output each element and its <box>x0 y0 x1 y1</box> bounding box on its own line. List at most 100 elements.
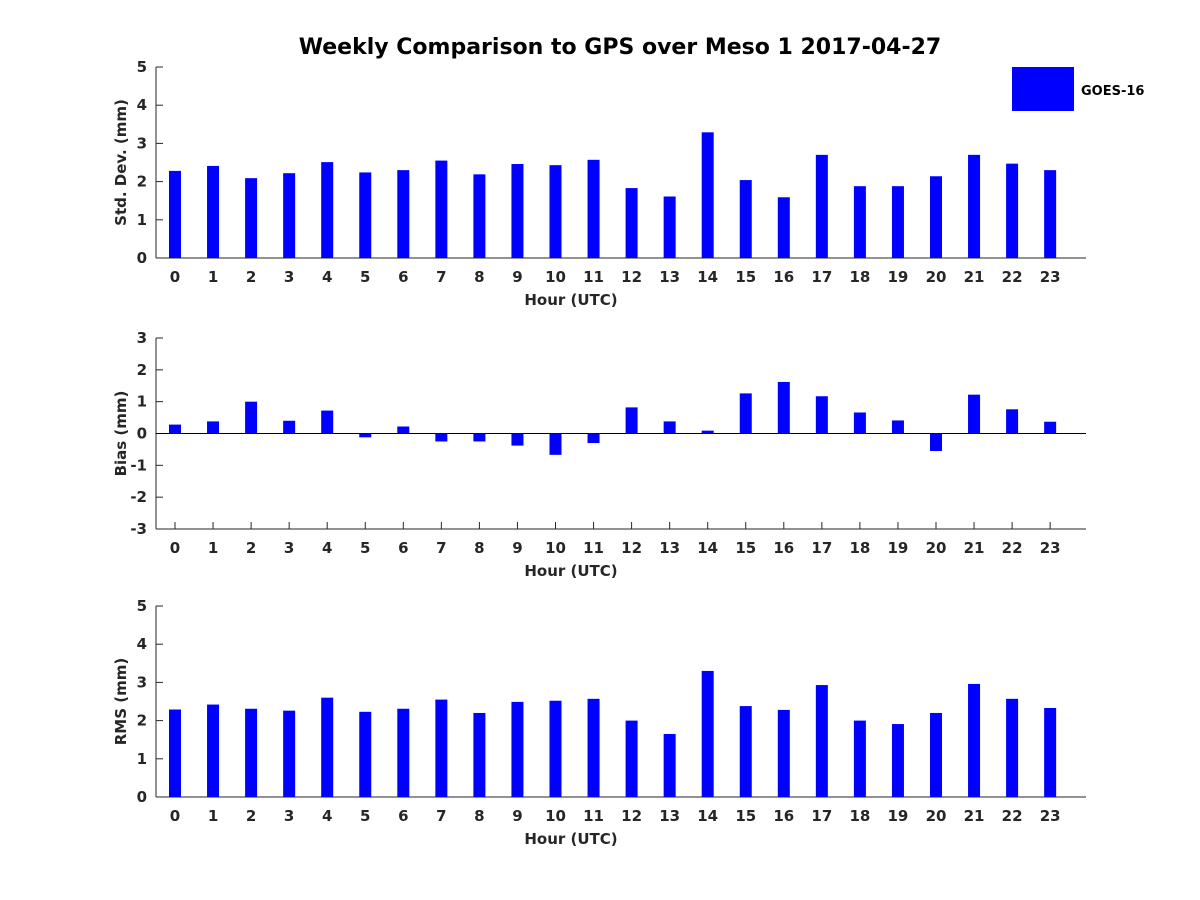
x-tick-label: 23 <box>1040 807 1061 825</box>
y-tick-label: 2 <box>137 361 147 379</box>
bar <box>435 433 448 442</box>
x-tick-label: 22 <box>1002 807 1023 825</box>
x-tick-label: 22 <box>1002 268 1023 286</box>
bar <box>473 712 486 797</box>
bar <box>511 164 524 258</box>
bar <box>930 712 942 797</box>
bar <box>739 393 752 434</box>
x-tick-label: 2 <box>246 539 256 557</box>
bar <box>397 708 410 797</box>
x-tick-label: 10 <box>545 268 566 286</box>
x-tick-label: 1 <box>208 807 218 825</box>
x-tick-label: 8 <box>474 807 484 825</box>
x-tick-label: 8 <box>474 539 484 557</box>
x-tick-label: 12 <box>621 539 642 557</box>
x-tick-label: 10 <box>545 539 566 557</box>
y-tick-label: 2 <box>137 173 147 191</box>
bar <box>1006 163 1019 258</box>
x-tick-label: 5 <box>360 268 370 286</box>
x-tick-label: 18 <box>849 539 870 557</box>
x-tick-label: 15 <box>735 268 756 286</box>
x-tick-label: 16 <box>773 539 794 557</box>
x-tick-label: 0 <box>170 807 180 825</box>
bar <box>739 706 752 797</box>
x-tick-label: 11 <box>583 268 604 286</box>
bar <box>359 711 372 797</box>
y-tick-label: 0 <box>137 249 147 267</box>
y-axis-label: RMS (mm) <box>112 658 130 745</box>
bar <box>815 685 828 797</box>
bar <box>853 720 866 797</box>
x-tick-label: 16 <box>773 268 794 286</box>
bar <box>245 401 258 434</box>
x-tick-label: 21 <box>964 807 985 825</box>
bar <box>473 174 486 258</box>
bar <box>1044 170 1057 258</box>
x-tick-label: 20 <box>926 539 947 557</box>
x-tick-label: 11 <box>583 539 604 557</box>
bar <box>663 733 676 797</box>
bar <box>777 197 790 258</box>
x-tick-label: 7 <box>436 268 446 286</box>
x-tick-label: 8 <box>474 268 484 286</box>
x-tick-label: 22 <box>1002 539 1023 557</box>
x-tick-label: 6 <box>398 539 408 557</box>
bar <box>739 180 752 258</box>
x-tick-label: 21 <box>964 539 985 557</box>
bar <box>169 424 181 434</box>
x-tick-label: 19 <box>888 539 909 557</box>
bar <box>359 433 372 438</box>
y-tick-label: 2 <box>137 712 147 730</box>
x-tick-label: 15 <box>735 539 756 557</box>
x-tick-label: 19 <box>888 807 909 825</box>
y-tick-label: 3 <box>137 134 147 152</box>
x-tick-label: 11 <box>583 807 604 825</box>
bar <box>815 396 828 434</box>
bar <box>663 196 676 258</box>
x-tick-label: 18 <box>849 807 870 825</box>
y-tick-label: 1 <box>137 750 147 768</box>
y-tick-label: 3 <box>137 673 147 691</box>
x-tick-label: 7 <box>436 539 446 557</box>
bar <box>625 720 638 797</box>
bar <box>1044 707 1057 797</box>
bar <box>587 433 600 444</box>
x-tick-label: 21 <box>964 268 985 286</box>
bar <box>777 381 790 434</box>
bar <box>169 709 181 797</box>
bar <box>853 186 866 258</box>
x-tick-label: 9 <box>512 807 522 825</box>
bar <box>1006 409 1019 434</box>
legend-swatch <box>1012 67 1074 111</box>
x-tick-label: 13 <box>659 539 680 557</box>
bar <box>1044 421 1057 434</box>
y-tick-label: 4 <box>137 96 147 114</box>
x-tick-label: 3 <box>284 539 294 557</box>
bar <box>930 176 942 258</box>
x-tick-label: 4 <box>322 539 332 557</box>
y-axis-label: Std. Dev. (mm) <box>112 99 130 226</box>
bar <box>930 433 942 452</box>
bar <box>397 426 410 434</box>
y-tick-label: 1 <box>137 211 147 229</box>
x-tick-label: 2 <box>246 268 256 286</box>
x-axis-label: Hour (UTC) <box>524 291 617 309</box>
x-tick-label: 9 <box>512 268 522 286</box>
bar <box>777 709 790 797</box>
x-tick-label: 6 <box>398 807 408 825</box>
y-tick-label: 5 <box>137 58 147 76</box>
x-tick-label: 3 <box>284 807 294 825</box>
bar <box>321 697 334 797</box>
bar <box>473 433 486 442</box>
bar <box>169 170 181 258</box>
x-tick-label: 16 <box>773 807 794 825</box>
x-tick-label: 5 <box>360 539 370 557</box>
y-axis-label: Bias (mm) <box>112 391 130 477</box>
y-tick-label: -2 <box>130 488 147 506</box>
bar <box>359 172 372 258</box>
bar <box>587 698 600 797</box>
bar <box>891 186 904 258</box>
